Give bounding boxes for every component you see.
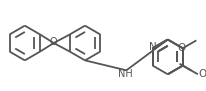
Text: O: O xyxy=(177,43,185,53)
Text: NH: NH xyxy=(117,69,132,79)
Text: O: O xyxy=(50,37,57,47)
Text: N: N xyxy=(148,42,156,52)
Text: O: O xyxy=(198,69,206,79)
